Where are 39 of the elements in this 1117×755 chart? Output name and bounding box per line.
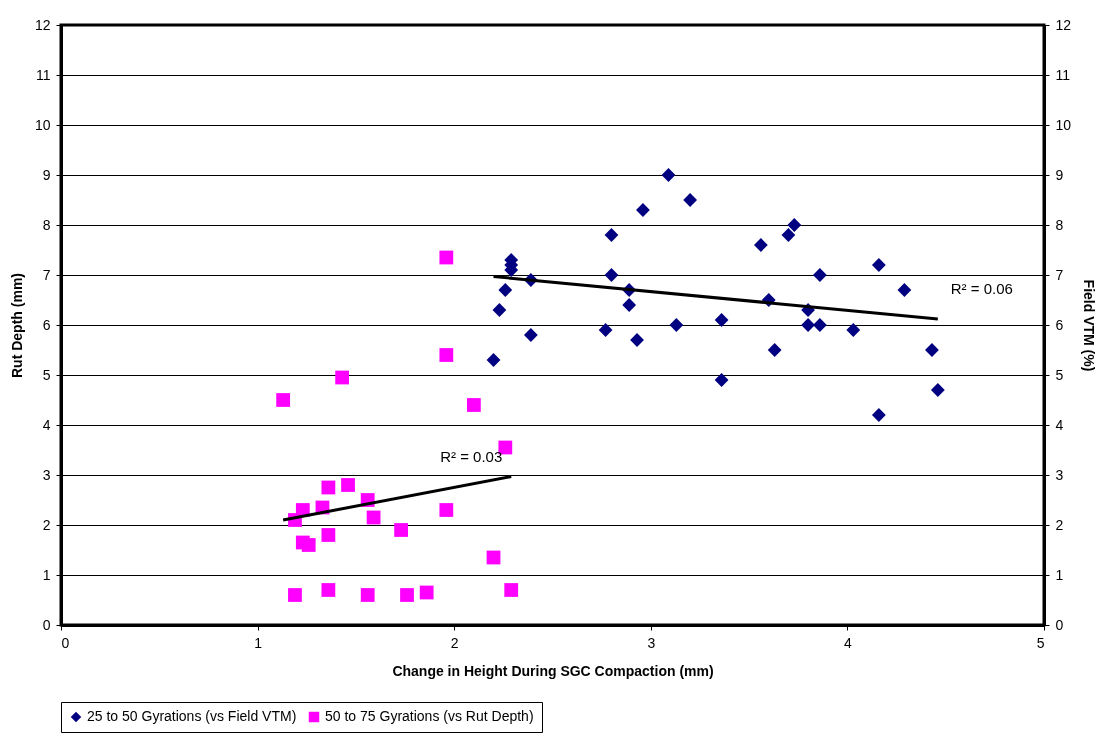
y-tick-label: 12: [34, 16, 51, 33]
y2-tick-label: 3: [1055, 466, 1064, 483]
y-tick-label: 9: [42, 166, 51, 183]
legend-label: 50 to 75 Gyrations (vs Rut Depth): [325, 708, 534, 724]
y-tick-label: 3: [42, 466, 51, 483]
y-axis-title: Rut Depth (mm): [8, 273, 25, 378]
y2-tick-label: 7: [1055, 266, 1064, 283]
y2-tick-label: 6: [1055, 316, 1064, 333]
y2-tick-label: 1: [1055, 566, 1064, 583]
y2-tick-label: 8: [1055, 216, 1064, 233]
x-tick-label: 3: [647, 634, 656, 651]
x-tick-label: 1: [254, 634, 263, 651]
y-tick-label: 0: [42, 616, 51, 633]
y-tick-label: 11: [35, 66, 51, 83]
legend-label: 25 to 50 Gyrations (vs Field VTM): [87, 708, 297, 724]
x-tick-label: 2: [450, 634, 459, 651]
annotation: R² = 0.03: [440, 447, 503, 465]
y-tick-label: 8: [42, 216, 51, 233]
y2-tick-label: 9: [1055, 166, 1064, 183]
x-tick-label: 0: [61, 634, 70, 651]
y2-tick-label: 12: [1055, 16, 1072, 33]
y2-tick-label: 2: [1055, 516, 1064, 533]
y-tick-label: 2: [42, 516, 51, 533]
y2-tick-label: 0: [1055, 616, 1064, 633]
y2-tick-label: 11: [1055, 66, 1071, 83]
y2-tick-label: 4: [1055, 416, 1064, 433]
y2-axis-title: Field VTM (%): [1081, 279, 1098, 372]
y2-tick-label: 10: [1055, 116, 1072, 133]
y-tick-label: 4: [42, 416, 51, 433]
y2-tick-label: 5: [1055, 366, 1064, 383]
annotation: R² = 0.06: [950, 280, 1013, 297]
x-axis-title: Change in Height During SGC Compaction (mm): [392, 662, 714, 679]
x-tick-label: 5: [1036, 634, 1045, 651]
y-tick-label: 5: [42, 366, 51, 383]
y-tick-label: 10: [34, 116, 51, 133]
y-tick-label: 7: [42, 266, 51, 283]
y-tick-label: 6: [42, 316, 51, 333]
y-tick-label: 1: [42, 566, 51, 583]
x-tick-label: 4: [844, 634, 852, 651]
